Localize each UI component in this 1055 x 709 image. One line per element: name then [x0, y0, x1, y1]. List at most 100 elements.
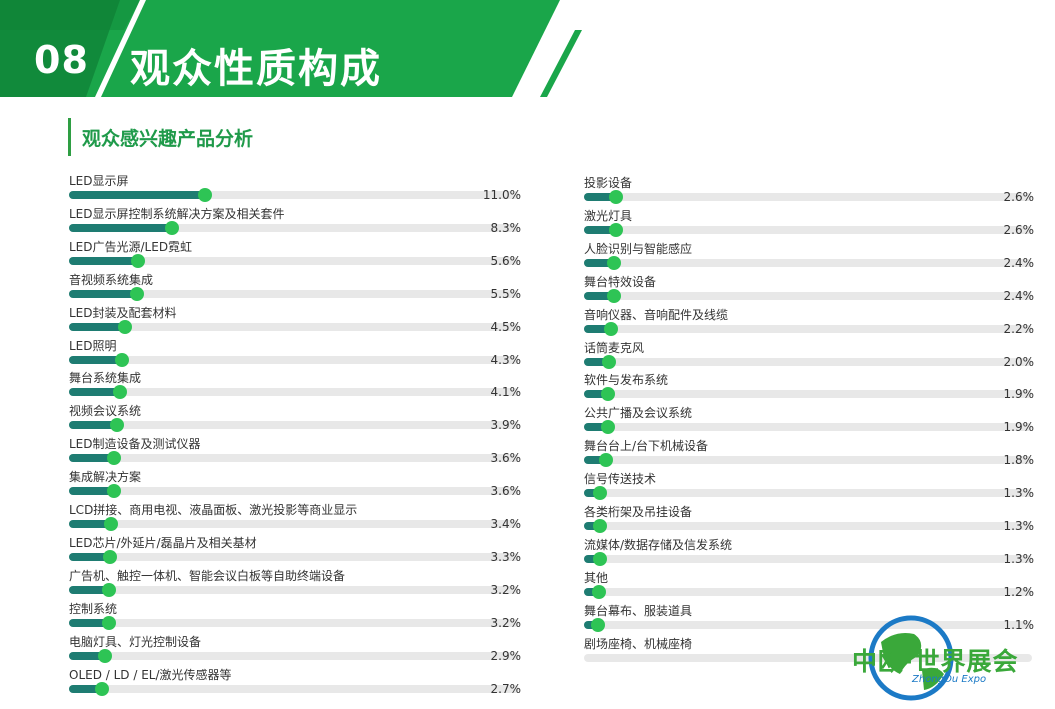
bar-marker-dot — [600, 387, 615, 402]
bar-row: LED芯片/外延片/磊晶片及相关基材 3.3% — [69, 535, 521, 568]
bar-row: 人脸识别与智能感应 2.4% — [584, 241, 1034, 274]
bar-row: 舞台幕布、服装道具 1.1% — [584, 603, 1034, 636]
bar-row: LED广告光源/LED霓虹 5.6% — [69, 239, 521, 272]
bar-marker-dot — [131, 253, 146, 268]
bar-fill — [584, 554, 601, 563]
bar-value-label: 3.6% — [490, 484, 522, 499]
bar-marker-dot — [97, 648, 112, 663]
bar-label: 音响仪器、音响配件及线缆 — [584, 307, 729, 322]
bar-fill — [69, 487, 114, 496]
bar-row: 广告机、触控一体机、智能会议白板等自助终端设备 3.2% — [69, 568, 521, 601]
bar-marker-dot — [593, 551, 608, 566]
bar-value-label: 5.6% — [490, 253, 522, 268]
bar-fill — [69, 289, 138, 298]
bar-marker-dot — [593, 519, 608, 533]
bar-label: LED封装及配套材料 — [69, 305, 177, 320]
bar-label: 人脸识别与智能感应 — [584, 241, 693, 256]
bar-track — [584, 255, 1032, 270]
bar-label: 剧场座椅、机械座椅 — [584, 636, 693, 651]
bar-label: 激光灯具 — [584, 208, 633, 223]
bar-value-label: 1.3% — [1003, 551, 1035, 566]
bar-label: 视频会议系统 — [69, 404, 142, 419]
bar-label: 信号传送技术 — [584, 472, 657, 487]
bar-track — [584, 288, 1032, 303]
bar-track — [69, 286, 519, 301]
bar-fill — [69, 651, 105, 660]
bar-row: 电脑灯具、灯光控制设备 2.9% — [69, 634, 521, 667]
bar-value-label: 3.2% — [490, 582, 522, 597]
bar-marker-dot — [130, 286, 145, 301]
bar-row: LED显示屏控制系统解决方案及相关套件 8.3% — [69, 206, 521, 239]
bar-track — [69, 319, 519, 334]
bar-row: 控制系统 3.2% — [69, 601, 521, 634]
bar-fill — [69, 388, 120, 397]
bar-row: 软件与发布系统 1.9% — [584, 372, 1034, 405]
bar-fill — [584, 291, 614, 300]
bar-row: 音视频系统集成 5.5% — [69, 272, 521, 305]
bar-value-label: 2.0% — [1003, 354, 1035, 369]
bar-marker-dot — [102, 549, 117, 564]
bar-label: 舞台幕布、服装道具 — [584, 603, 693, 618]
bar-label: 流媒体/数据存储及信发系统 — [584, 537, 733, 552]
bar-value-label: 4.1% — [490, 385, 522, 400]
bar-fill — [584, 489, 601, 498]
bar-track — [584, 653, 1032, 662]
bar-track — [584, 551, 1032, 566]
bar-label: 投影设备 — [584, 176, 633, 190]
bar-marker-dot — [609, 222, 624, 237]
bar-value-label: 5.5% — [490, 286, 522, 301]
bar-marker-dot — [599, 453, 614, 468]
bar-marker-dot — [104, 517, 119, 531]
bar-track — [584, 387, 1032, 402]
bar-value-label: 11.0% — [482, 188, 521, 202]
bar-row: 流媒体/数据存储及信发系统 1.3% — [584, 537, 1034, 570]
bar-track — [584, 354, 1032, 369]
bar-value-label: 2.9% — [490, 648, 522, 663]
bar-label: 音视频系统集成 — [69, 272, 154, 287]
section-banner: 08 观众性质构成 — [0, 0, 1055, 110]
bar-marker-dot — [115, 352, 130, 367]
bar-row: 激光灯具 2.6% — [584, 208, 1034, 241]
bar-row: LED制造设备及测试仪器 3.6% — [69, 436, 521, 469]
bar-label: LED芯片/外延片/磊晶片及相关基材 — [69, 535, 257, 550]
bar-row: LED照明 4.3% — [69, 338, 521, 371]
bar-row: 信号传送技术 1.3% — [584, 471, 1034, 504]
banner-graphic — [0, 0, 582, 97]
bar-row: 话筒麦克风 2.0% — [584, 340, 1034, 373]
bar-value-label: 3.2% — [490, 615, 522, 630]
bar-marker-dot — [110, 418, 125, 433]
bar-row: LED封装及配套材料 4.5% — [69, 305, 521, 338]
logo-subtitle: ZhongOu Expo — [912, 674, 987, 685]
bar-value-label: 2.6% — [1003, 222, 1035, 237]
bar-track — [69, 549, 519, 564]
bar-marker-dot — [606, 288, 621, 303]
bar-row: 音响仪器、音响配件及线缆 2.2% — [584, 307, 1034, 340]
bar-row: OLED / LD / EL/激光传感器等 2.7% — [69, 667, 521, 700]
bar-marker-dot — [106, 451, 121, 466]
section-title: 观众性质构成 — [130, 46, 382, 92]
bar-label: 舞台系统集成 — [69, 371, 142, 386]
bar-fill — [69, 552, 110, 561]
bar-row: LED显示屏 11.0% — [69, 173, 521, 206]
bar-fill — [584, 357, 609, 366]
bar-marker-dot — [101, 582, 116, 597]
bar-label: LED广告光源/LED霓虹 — [69, 239, 193, 254]
bar-fill — [69, 256, 139, 265]
bar-marker-dot — [95, 681, 110, 696]
bar-value-label: 1.8% — [1003, 453, 1035, 468]
bar-fill — [584, 324, 612, 333]
bar-marker-dot — [601, 354, 616, 369]
bar-marker-dot — [604, 321, 619, 336]
bar-fill — [69, 520, 112, 528]
bar-fill — [69, 421, 118, 430]
bar-marker-dot — [600, 420, 615, 435]
bar-row: LCD拼接、商用电视、液晶面板、激光投影等商业显示 3.4% — [69, 502, 521, 535]
bar-label: 软件与发布系统 — [584, 373, 669, 388]
bar-label: LED制造设备及测试仪器 — [69, 437, 201, 452]
bar-fill — [584, 522, 601, 530]
bar-label: 公共广播及会议系统 — [584, 406, 693, 421]
bar-track — [69, 484, 519, 499]
bar-label: LED显示屏 — [69, 174, 129, 188]
bar-fill — [69, 618, 109, 627]
bar-label: OLED / LD / EL/激光传感器等 — [69, 667, 232, 682]
